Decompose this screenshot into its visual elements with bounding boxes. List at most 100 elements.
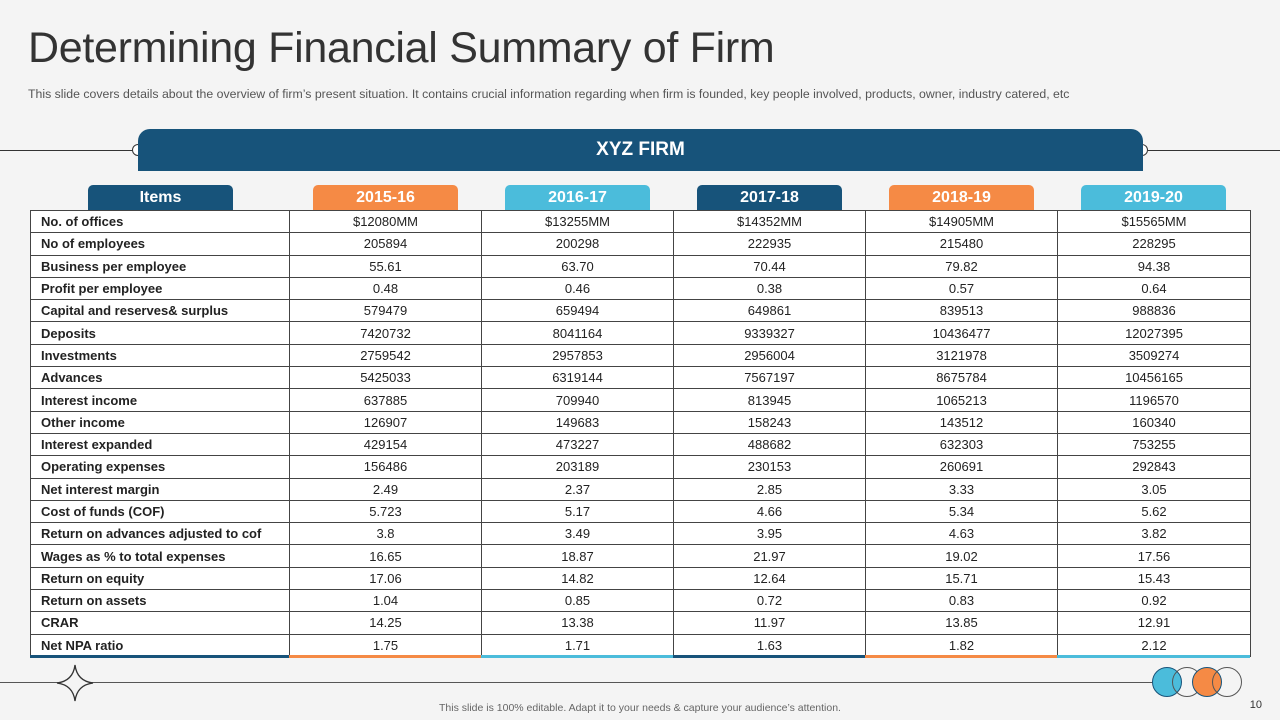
row-label: Interest income xyxy=(30,388,290,412)
table-cell: 2.49 xyxy=(289,477,482,501)
table-cell: 63.70 xyxy=(481,254,674,278)
table-row: CRAR 14.25 13.38 11.97 13.85 12.91 xyxy=(30,611,1251,635)
table-cell: 18.87 xyxy=(481,544,674,568)
table-cell: 10456165 xyxy=(1057,366,1251,390)
table-cell: 2956004 xyxy=(673,343,866,368)
table-cell: 1065213 xyxy=(865,388,1058,412)
table-cell: 9339327 xyxy=(673,321,866,345)
table-cell: 158243 xyxy=(673,410,866,434)
banner-right-line xyxy=(1148,150,1280,151)
table-cell: 5.17 xyxy=(481,499,674,524)
table-cell: 0.83 xyxy=(865,589,1058,613)
row-label: Operating expenses xyxy=(30,455,290,479)
table-cell: 579479 xyxy=(289,299,482,323)
table-row: Interest income 637885 709940 813945 1065213… xyxy=(30,388,1251,412)
header-items: Items xyxy=(88,185,233,210)
table-cell: 3.95 xyxy=(673,522,866,546)
row-label: Interest expanded xyxy=(30,432,290,457)
table-cell: 15.71 xyxy=(865,566,1058,591)
table-cell: 1196570 xyxy=(1057,388,1251,412)
financial-summary-table: No. of offices $12080MM $13255MM $14352MM $1… xyxy=(30,209,1251,657)
header-year-2015-16: 2015-16 xyxy=(313,185,458,210)
table-row: Deposits 7420732 8041164 9339327 10436477 120… xyxy=(30,321,1251,345)
table-cell: 5425033 xyxy=(289,366,482,390)
table-cell: 79.82 xyxy=(865,254,1058,278)
table-cell: 292843 xyxy=(1057,455,1251,479)
table-cell: 16.65 xyxy=(289,544,482,568)
table-cell: 2.37 xyxy=(481,477,674,501)
table-cell: 0.64 xyxy=(1057,276,1251,301)
header-year-2016-17: 2016-17 xyxy=(505,185,650,210)
row-label: Return on advances adjusted to cof xyxy=(30,522,290,546)
column-accent-2016-17 xyxy=(481,655,673,658)
table-row: Business per employee 55.61 63.70 70.44 79.8… xyxy=(30,254,1251,278)
table-cell: 17.56 xyxy=(1057,544,1251,568)
table-cell: 19.02 xyxy=(865,544,1058,568)
table-cell: 0.48 xyxy=(289,276,482,301)
table-cell: 156486 xyxy=(289,455,482,479)
row-label: No of employees xyxy=(30,232,290,256)
table-cell: 3121978 xyxy=(865,343,1058,368)
table-cell: 0.72 xyxy=(673,589,866,613)
table-cell: 0.46 xyxy=(481,276,674,301)
table-cell: 3.82 xyxy=(1057,522,1251,546)
table-row: Return on advances adjusted to cof 3.8 3.4… xyxy=(30,522,1251,546)
table-row: Net interest margin 2.49 2.37 2.85 3.33 3.05 xyxy=(30,477,1251,501)
table-cell: 1.82 xyxy=(865,633,1058,657)
column-accent-2015-16 xyxy=(289,655,481,658)
table-cell: 753255 xyxy=(1057,432,1251,457)
row-label: Capital and reserves& surplus xyxy=(30,299,290,323)
table-cell: 2.85 xyxy=(673,477,866,501)
table-cell: 14.25 xyxy=(289,611,482,635)
table-cell: 7567197 xyxy=(673,366,866,390)
table-cell: 5.723 xyxy=(289,499,482,524)
table-cell: 649861 xyxy=(673,299,866,323)
table-cell: 4.63 xyxy=(865,522,1058,546)
row-label: Advances xyxy=(30,366,290,390)
table-cell: 637885 xyxy=(289,388,482,412)
row-label: Other income xyxy=(30,410,290,434)
sparkle-star-icon xyxy=(56,664,94,702)
table-row: Wages as % to total expenses 16.65 18.87 21… xyxy=(30,544,1251,568)
table-cell: 2759542 xyxy=(289,343,482,368)
table-row: Cost of funds (COF) 5.723 5.17 4.66 5.34 5.62 xyxy=(30,499,1251,524)
table-row: Net NPA ratio 1.75 1.71 1.63 1.82 2.12 xyxy=(30,633,1251,657)
slide-title: Determining Financial Summary of Firm xyxy=(28,24,775,72)
table-cell: 3.8 xyxy=(289,522,482,546)
table-cell: 1.63 xyxy=(673,633,866,657)
table-cell: 215480 xyxy=(865,232,1058,256)
table-cell: 13.38 xyxy=(481,611,674,635)
table-cell: 13.85 xyxy=(865,611,1058,635)
table-cell: $14905MM xyxy=(865,209,1058,234)
row-label: Return on assets xyxy=(30,589,290,613)
table-row: Return on assets 1.04 0.85 0.72 0.83 0.92 xyxy=(30,589,1251,613)
banner-left-line xyxy=(0,150,134,151)
table-row: Operating expenses 156486 203189 230153 2606… xyxy=(30,455,1251,479)
table-cell: 429154 xyxy=(289,432,482,457)
table-cell: 230153 xyxy=(673,455,866,479)
slide-subtitle: This slide covers details about the over… xyxy=(28,87,1070,101)
table-cell: 126907 xyxy=(289,410,482,434)
outline-circle-icon xyxy=(1212,667,1242,697)
table-cell: 55.61 xyxy=(289,254,482,278)
table-cell: 659494 xyxy=(481,299,674,323)
table-cell: $12080MM xyxy=(289,209,482,234)
table-cell: 200298 xyxy=(481,232,674,256)
table-cell: 10436477 xyxy=(865,321,1058,345)
row-label: Wages as % to total expenses xyxy=(30,544,290,568)
table-row: No of employees 205894 200298 222935 215480 2… xyxy=(30,232,1251,256)
table-cell: 2.12 xyxy=(1057,633,1251,657)
footnote: This slide is 100% editable. Adapt it to… xyxy=(439,702,841,714)
table-cell: 0.38 xyxy=(673,276,866,301)
table-cell: 143512 xyxy=(865,410,1058,434)
firm-banner: XYZ FIRM xyxy=(138,129,1143,171)
header-year-2018-19: 2018-19 xyxy=(889,185,1034,210)
row-label: CRAR xyxy=(30,611,290,635)
row-label: Deposits xyxy=(30,321,290,345)
table-row: Other income 126907 149683 158243 143512 1603… xyxy=(30,410,1251,434)
table-cell: 632303 xyxy=(865,432,1058,457)
table-cell: 7420732 xyxy=(289,321,482,345)
header-year-2017-18: 2017-18 xyxy=(697,185,842,210)
table-cell: 488682 xyxy=(673,432,866,457)
table-cell: 5.34 xyxy=(865,499,1058,524)
